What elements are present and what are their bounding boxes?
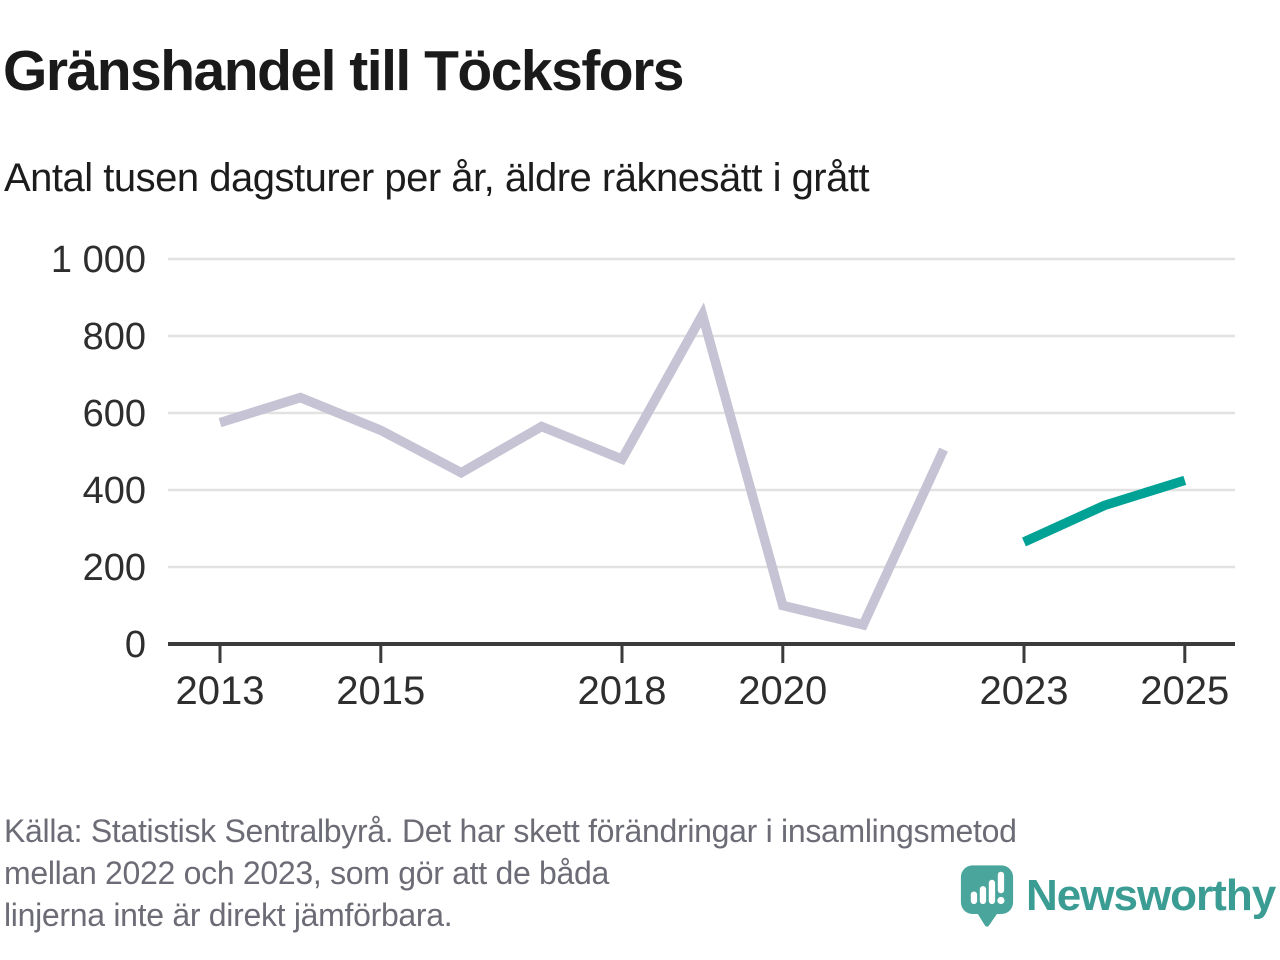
x-tick-label: 2013 xyxy=(176,669,265,713)
x-tick-label: 2018 xyxy=(578,669,667,713)
source-line: mellan 2022 och 2023, som gör att de båd… xyxy=(4,855,610,891)
logo-exclamation-bar xyxy=(997,871,1005,894)
newsworthy-logo: Newsworthy xyxy=(960,864,1276,928)
line-chart: 0 200 400 600 800 1 000 2013 2015 2018 2020 2023 20… xyxy=(51,239,1235,713)
x-tick-label: 2023 xyxy=(980,669,1069,713)
newsworthy-pin-icon xyxy=(960,865,1014,927)
y-tick-label: 0 xyxy=(125,624,146,666)
source-line: linjerna inte är direkt jämförbara. xyxy=(4,897,453,933)
y-tick-label: 600 xyxy=(83,393,146,435)
y-tick-label: 1 000 xyxy=(51,239,146,281)
chart-subtitle: Antal tusen dagsturer per år, äldre räkn… xyxy=(4,156,870,200)
x-tick-label: 2020 xyxy=(738,669,827,713)
y-tick-label: 400 xyxy=(83,470,146,512)
x-tick-label: 2015 xyxy=(336,669,425,713)
logo-bar-1 xyxy=(970,891,978,905)
x-tick-label: 2025 xyxy=(1140,669,1229,713)
chart-title: Gränshandel till Töcksfors xyxy=(3,39,685,103)
newsworthy-wordmark: Newsworthy xyxy=(1026,871,1276,920)
source-note: Källa: Statistisk Sentralbyrå. Det har s… xyxy=(4,810,1017,936)
logo-bar-2 xyxy=(979,886,987,905)
series-line-old-method xyxy=(218,302,948,631)
source-line: Källa: Statistisk Sentralbyrå. Det har s… xyxy=(4,813,1017,849)
logo-exclamation-dot xyxy=(997,896,1005,905)
series-line-new-method xyxy=(1022,475,1187,547)
logo-bar-3 xyxy=(988,879,996,905)
y-tick-label: 200 xyxy=(83,547,146,589)
y-tick-label: 800 xyxy=(83,316,146,358)
